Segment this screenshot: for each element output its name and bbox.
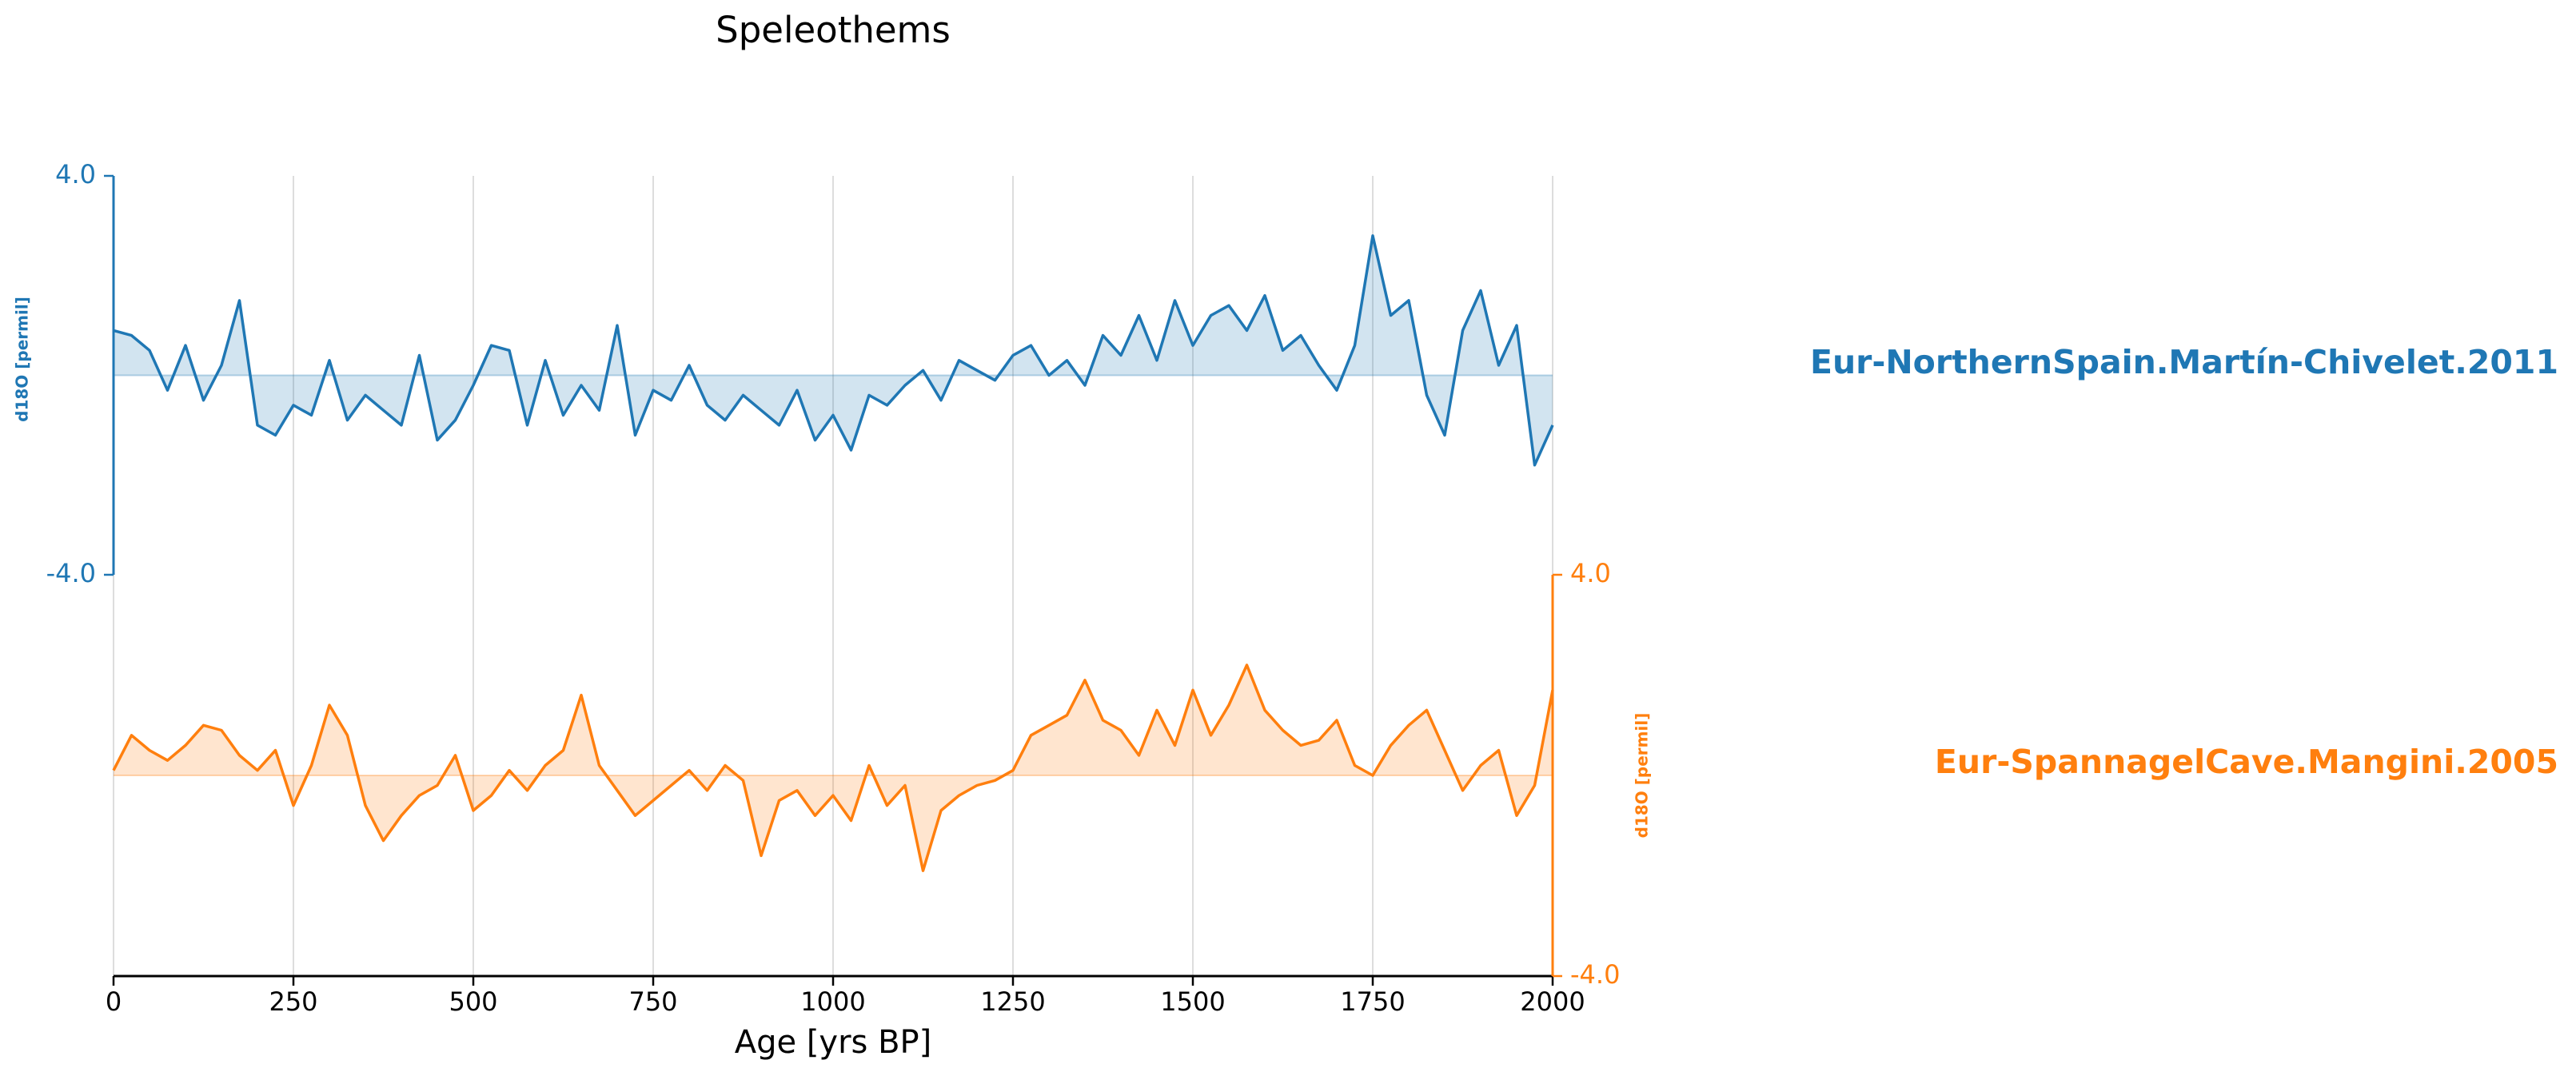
x-tick-label: 2000 (1520, 986, 1585, 1017)
series-label: Eur-NorthernSpain.Martín-Chivelet.2011 (1810, 343, 2558, 381)
x-tick-label: 1500 (1160, 986, 1225, 1017)
x-tick-label: 0 (106, 986, 122, 1017)
x-tick-label: 750 (628, 986, 677, 1017)
line (113, 234, 1554, 467)
y-tick-label: 4.0 (55, 159, 96, 189)
y-axis-label: d18O [permil] (1633, 713, 1652, 839)
y-tick-label: -4.0 (46, 558, 96, 588)
y-tick-label: 4.0 (1570, 558, 1611, 588)
y-axis-label: d18O [permil] (13, 297, 32, 422)
x-tick-label: 1250 (980, 986, 1045, 1017)
series-label: Eur-SpannagelCave.Mangini.2005 (1935, 743, 2558, 781)
x-axis-label: Age [yrs BP] (735, 1024, 932, 1061)
x-tick-label: 1750 (1340, 986, 1405, 1017)
area (114, 665, 1553, 871)
line (112, 664, 1554, 872)
chart-title: Speleothems (716, 9, 951, 51)
x-tick-label: 250 (269, 986, 317, 1017)
x-tick-label: 500 (449, 986, 497, 1017)
x-tick-label: 1000 (800, 986, 865, 1017)
area (114, 235, 1553, 465)
y-tick-label: -4.0 (1570, 959, 1620, 990)
